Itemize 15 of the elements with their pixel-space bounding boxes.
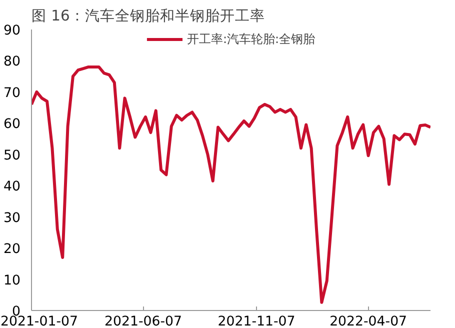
y-tick-label: 30 bbox=[4, 210, 21, 226]
y-tick-label: 10 bbox=[4, 273, 21, 288]
y-tick-label: 50 bbox=[4, 148, 21, 164]
y-tick-label: 70 bbox=[4, 86, 21, 101]
y-tick-label: 20 bbox=[4, 242, 21, 258]
x-tick-label: 2022-04-07 bbox=[330, 314, 408, 328]
legend-label: 开工率:汽车轮胎:全钢胎 bbox=[186, 30, 316, 48]
chart-title: 图 16：汽车全钢胎和半钢胎开工率 bbox=[32, 8, 265, 24]
line-series bbox=[32, 65, 430, 304]
x-tick-label: 2021-11-07 bbox=[218, 314, 296, 328]
y-tick-label: 60 bbox=[4, 117, 21, 132]
y-tick-label: 40 bbox=[4, 180, 21, 195]
y-tick-label: 80 bbox=[4, 54, 21, 70]
y-tick-label: 90 bbox=[4, 24, 21, 38]
x-tick-label: 2021-06-07 bbox=[104, 314, 182, 328]
